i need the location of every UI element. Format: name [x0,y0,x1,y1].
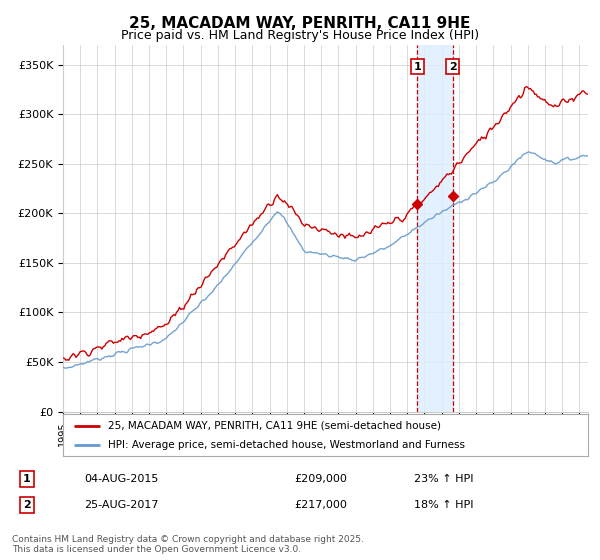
Text: 1: 1 [413,62,421,72]
Text: 2: 2 [23,500,31,510]
Text: 18% ↑ HPI: 18% ↑ HPI [414,500,473,510]
Text: 04-AUG-2015: 04-AUG-2015 [84,474,158,484]
Text: 25, MACADAM WAY, PENRITH, CA11 9HE (semi-detached house): 25, MACADAM WAY, PENRITH, CA11 9HE (semi… [107,421,440,431]
Bar [417,45,453,412]
Text: £209,000: £209,000 [294,474,347,484]
Text: 25, MACADAM WAY, PENRITH, CA11 9HE: 25, MACADAM WAY, PENRITH, CA11 9HE [130,16,470,31]
Text: 23% ↑ HPI: 23% ↑ HPI [414,474,473,484]
Text: £217,000: £217,000 [294,500,347,510]
Text: 25-AUG-2017: 25-AUG-2017 [84,500,158,510]
Text: Contains HM Land Registry data © Crown copyright and database right 2025.
This d: Contains HM Land Registry data © Crown c… [12,535,364,554]
Text: HPI: Average price, semi-detached house, Westmorland and Furness: HPI: Average price, semi-detached house,… [107,440,464,450]
Text: Price paid vs. HM Land Registry's House Price Index (HPI): Price paid vs. HM Land Registry's House … [121,29,479,42]
Text: 1: 1 [23,474,31,484]
Text: 2: 2 [449,62,457,72]
